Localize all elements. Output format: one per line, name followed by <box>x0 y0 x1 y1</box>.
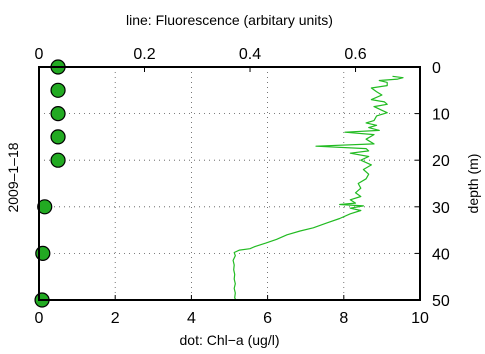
y-right-axis-label: depth (m) <box>465 154 481 214</box>
x-top-tick-label-0: 0 <box>35 46 44 63</box>
x-top-tick-label-2: 0.4 <box>239 46 261 63</box>
plot-frame <box>38 66 421 301</box>
date-label: 2009–1–18 <box>5 142 21 212</box>
tick-layer: 0 2 4 6 8 10 0 0.2 0.4 0.6 0 10 20 30 40 50 <box>35 46 450 327</box>
y-right-tick-label-0: 0 <box>432 60 441 77</box>
chl-dot-1 <box>50 82 66 98</box>
y-right-tick-label-3: 30 <box>432 200 450 217</box>
chart-title: line: Fluorescence (arbitary units) <box>126 12 333 28</box>
y-right-tick-label-2: 20 <box>432 153 450 170</box>
x-bottom-tick-label-1: 2 <box>111 310 120 327</box>
x-top-tick-label-1: 0.2 <box>133 46 155 63</box>
chl-dot-5 <box>37 199 53 215</box>
grid-lines <box>39 67 420 300</box>
x-bottom-tick-label-3: 6 <box>263 310 272 327</box>
chl-dot-6 <box>35 245 51 261</box>
y-right-tick-label-4: 40 <box>432 246 450 263</box>
y-right-tick-label-5: 50 <box>432 293 450 310</box>
fluorescence-line <box>232 75 404 301</box>
chl-dot-2 <box>50 105 66 122</box>
x-bottom-tick-label-0: 0 <box>35 310 44 327</box>
x-top-tick-label-3: 0.6 <box>344 46 366 63</box>
x-bottom-axis-label: dot: Chl−a (ug/l) <box>180 332 280 348</box>
x-bottom-tick-label-5: 10 <box>411 310 429 327</box>
x-bottom-tick-label-2: 4 <box>187 310 196 327</box>
chl-dot-4 <box>50 152 66 168</box>
y-right-tick-label-1: 10 <box>432 107 450 124</box>
chl-dot-3 <box>50 129 66 145</box>
fluorescence-line-layer <box>232 75 404 301</box>
x-bottom-tick-label-4: 8 <box>339 310 348 327</box>
